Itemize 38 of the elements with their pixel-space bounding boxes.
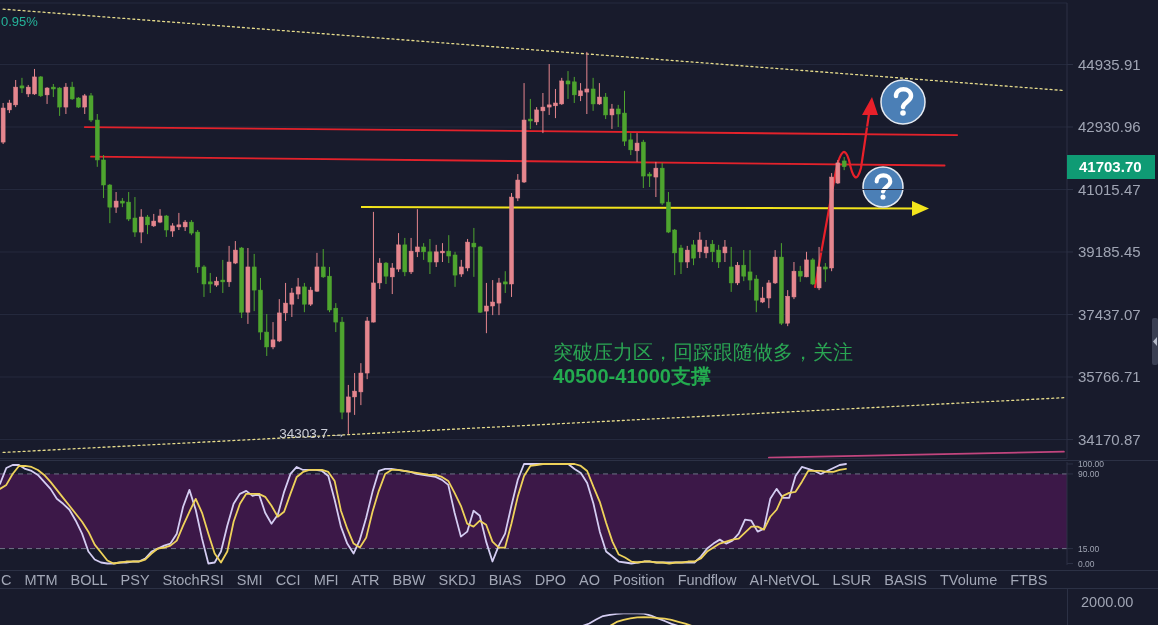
y-tick-label: 42930.96 [1078,118,1141,136]
y-tick-label: 41015.47 [1078,180,1141,198]
text: CCI [275,571,301,588]
text: BOLL [70,571,108,588]
text: 41703.70 [1079,157,1142,176]
text: DPO [534,571,567,588]
annotation: 40500-41000支撑 [553,364,711,388]
y-tick-label: 39185.45 [1078,243,1141,261]
annotation: 34303.7 → [279,426,346,442]
text: C [1,571,12,588]
text: Position [613,571,665,588]
text: BBW [392,571,426,588]
y-tick-label: 0.00 [1078,558,1095,569]
text: PSY [120,571,150,588]
text: LSUR [832,571,872,588]
text: AI-NetVOL [749,571,820,588]
text: MFI [313,571,339,588]
text: BASIS [884,571,928,588]
text: StochRSI [162,571,224,588]
y-tick-label: 37437.07 [1078,305,1141,323]
annotation: 突破压力区，回踩跟随做多，关注 [553,339,853,364]
y-tick-label: 34170.87 [1078,430,1141,448]
y-tick-label: 44935.91 [1078,55,1141,73]
text: MTM [24,571,58,588]
text: SKDJ [438,571,476,588]
text: SMI [236,571,263,588]
y-tick-label: 15.00 [1078,543,1100,554]
y-tick-label: 90.00 [1078,468,1100,479]
text: TVolume [940,571,998,588]
text: ATR [351,571,380,588]
text: Fundflow [677,571,737,588]
text: AO [579,571,601,588]
annotation: 0.95% [1,13,38,30]
text: BIAS [488,571,522,588]
y-tick-label: 35766.71 [1078,368,1141,386]
text: 2000.00 [1081,593,1134,611]
text: FTBS [1010,571,1048,588]
y-tick-label: 100.00 [1078,459,1105,470]
